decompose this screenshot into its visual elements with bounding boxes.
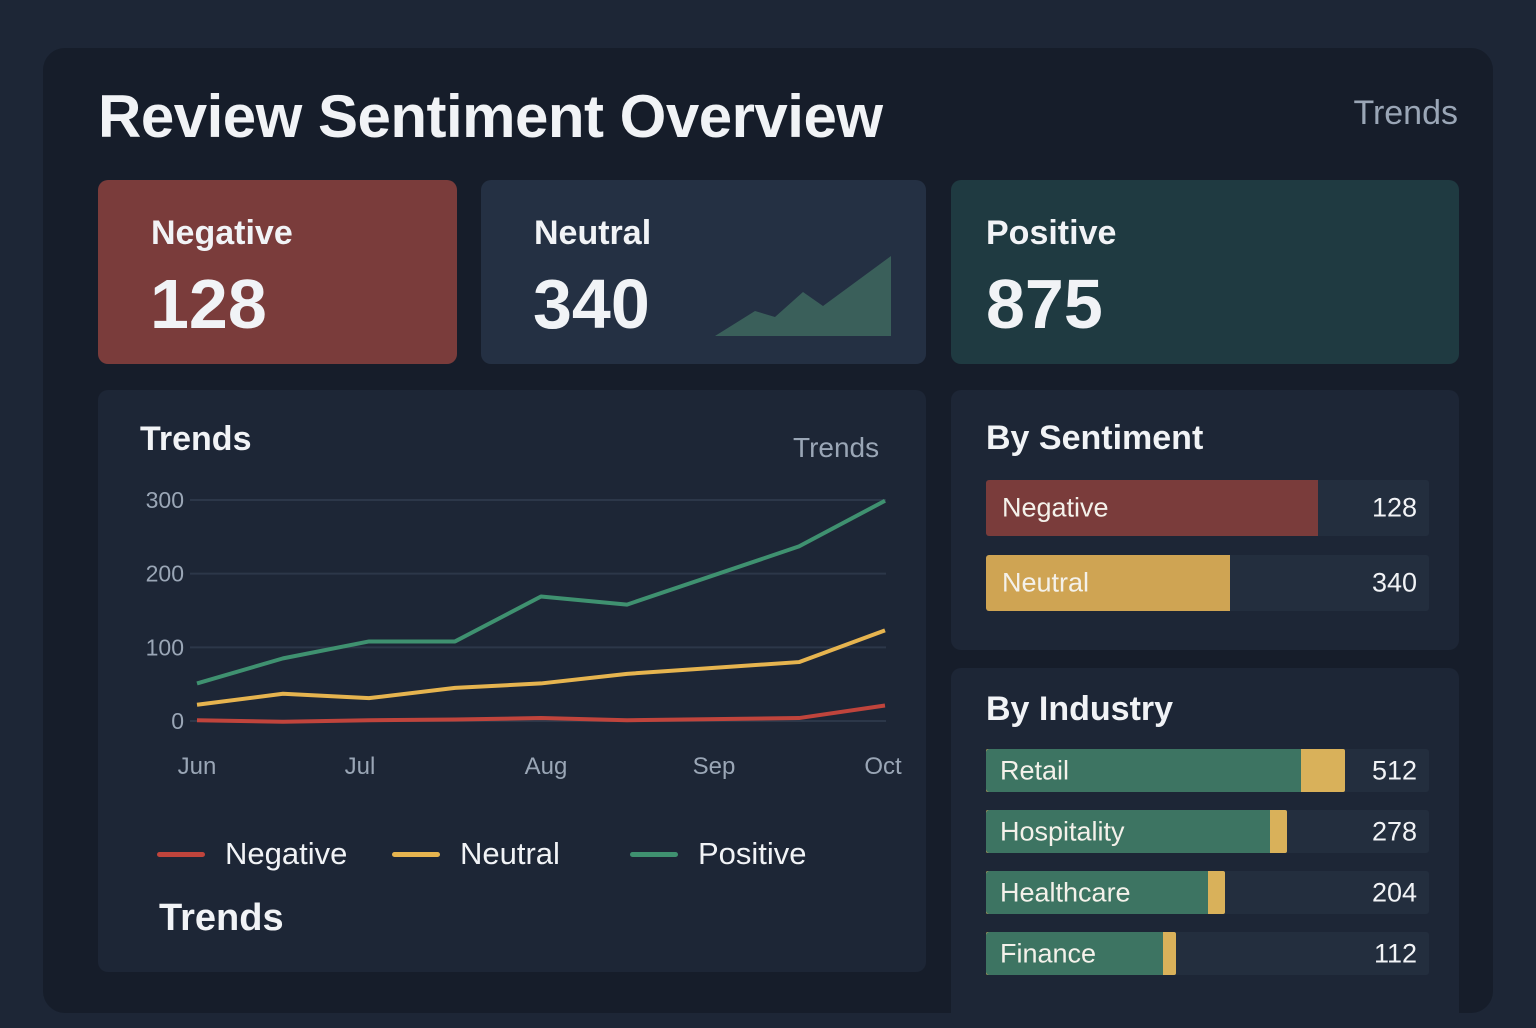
bar-value: 340: [1372, 568, 1417, 599]
industry-bar-hospitality[interactable]: Hospitality 278: [986, 810, 1429, 853]
legend-swatch: [392, 852, 440, 857]
x-tick-label: Jun: [178, 753, 217, 780]
by-sentiment-title: By Sentiment: [986, 419, 1203, 458]
series-line-negative: [197, 706, 885, 722]
legend-negative: Negative: [157, 836, 347, 872]
bar-label: Hospitality: [1000, 816, 1125, 847]
y-tick-label: 0: [171, 708, 184, 734]
legend-label: Positive: [698, 836, 807, 872]
x-tick-label: Jul: [345, 753, 376, 780]
y-tick-label: 100: [146, 634, 184, 660]
series-line-positive: [197, 501, 885, 684]
bar-label: Negative: [1002, 493, 1109, 524]
y-tick-label: 300: [146, 487, 184, 513]
sentiment-bar-negative[interactable]: Negative 128: [986, 480, 1429, 536]
bar-value: 512: [1372, 755, 1417, 786]
bar-label: Retail: [1000, 755, 1069, 786]
x-tick-label: Oct: [864, 753, 902, 780]
industry-bar-retail[interactable]: Retail 512: [986, 749, 1429, 792]
legend-positive: Positive: [630, 836, 807, 872]
legend-neutral: Neutral: [392, 836, 560, 872]
by-industry-title: By Industry: [986, 690, 1173, 729]
bar-value: 278: [1372, 816, 1417, 847]
bar-value: 112: [1374, 938, 1417, 969]
bar-label: Neutral: [1002, 568, 1089, 599]
legend-label: Neutral: [460, 836, 560, 872]
industry-bar-healthcare[interactable]: Healthcare 204: [986, 871, 1429, 914]
legend-swatch: [157, 852, 205, 857]
industry-bar-finance[interactable]: Finance 112: [986, 932, 1429, 975]
bar-label: Finance: [1000, 938, 1096, 969]
bar-value: 204: [1372, 877, 1417, 908]
legend-swatch: [630, 852, 678, 857]
series-line-neutral: [197, 630, 885, 704]
sentiment-bar-neutral[interactable]: Neutral 340: [986, 555, 1429, 611]
x-tick-label: Sep: [693, 753, 736, 780]
bar-label: Healthcare: [1000, 877, 1131, 908]
x-tick-label: Aug: [525, 753, 568, 780]
trends-footer: Trends: [159, 897, 284, 940]
y-tick-label: 200: [146, 561, 184, 587]
bar-value: 128: [1372, 493, 1417, 524]
legend-label: Negative: [225, 836, 347, 872]
